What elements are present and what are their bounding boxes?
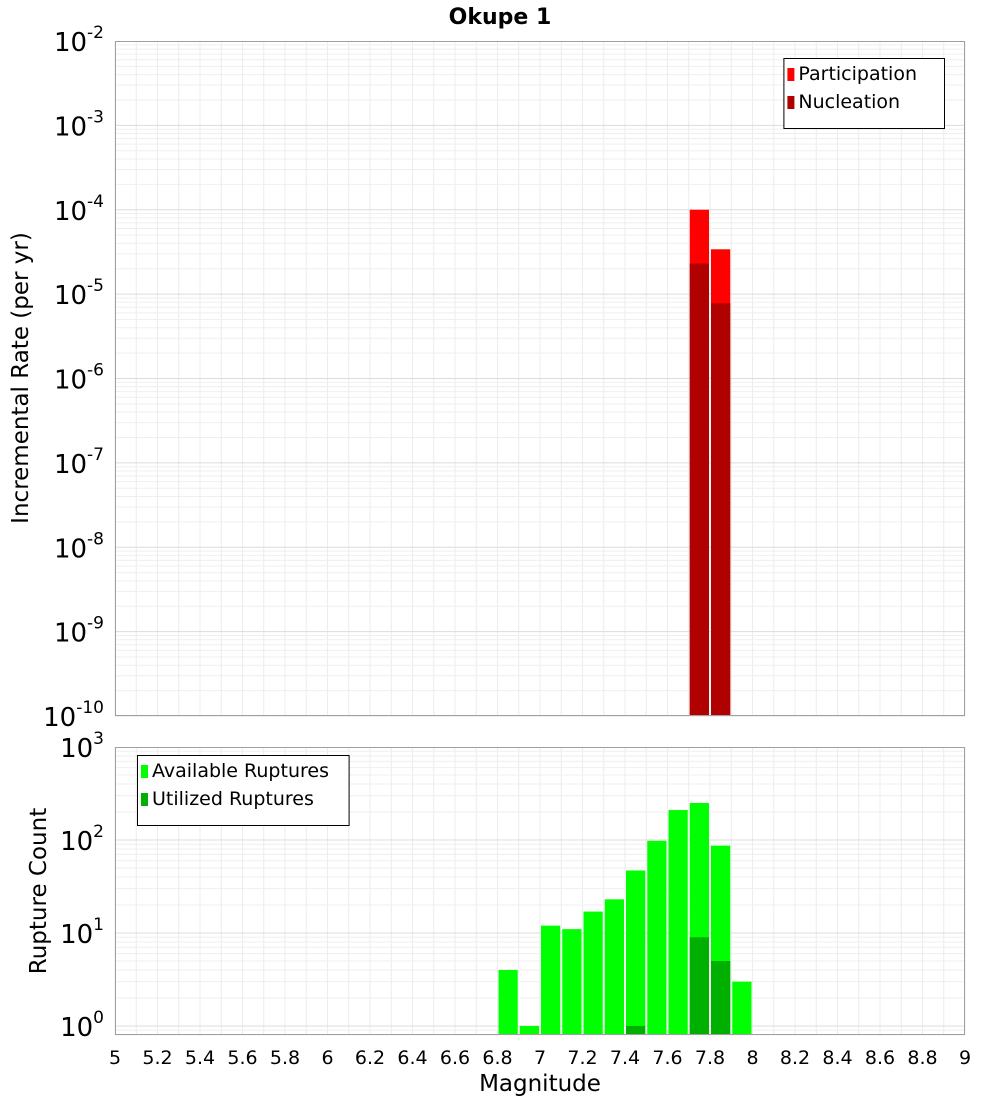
y-tick-label: 103	[60, 729, 104, 764]
x-tick-label: 7.8	[695, 1047, 725, 1069]
x-tick-label: 6.4	[397, 1047, 427, 1069]
x-tick-label: 6.2	[355, 1047, 385, 1069]
x-tick-label: 7.4	[610, 1047, 640, 1069]
x-tick-label: 9	[959, 1047, 971, 1069]
y-tick-label: 10-10	[43, 698, 104, 733]
x-tick-label: 7.6	[652, 1047, 682, 1069]
x-tick-label: 5.6	[227, 1047, 257, 1069]
legend-label: Utilized Ruptures	[152, 788, 314, 810]
y-tick-label: 10-7	[54, 445, 104, 480]
legend-label: Participation	[798, 63, 917, 85]
chart-title: Okupe 1	[449, 5, 552, 30]
bar-nucleation	[689, 263, 709, 716]
y-tick-label: 10-9	[54, 614, 104, 649]
x-tick-label: 8.2	[780, 1047, 810, 1069]
legend-label: Available Ruptures	[152, 760, 329, 782]
y-axis-title-bottom: Rupture Count	[26, 808, 52, 974]
bar-available-ruptures	[647, 840, 667, 1035]
bar-available-ruptures	[541, 925, 561, 1035]
bar-available-ruptures	[668, 810, 688, 1035]
y-tick-label: 101	[60, 915, 104, 950]
y-tick-label: 10-3	[54, 107, 104, 142]
y-axis-title-top: Incremental Rate (per yr)	[8, 232, 34, 524]
x-tick-label: 8.6	[865, 1047, 895, 1069]
x-tick-label: 8.4	[822, 1047, 852, 1069]
x-tick-label: 5	[109, 1047, 121, 1069]
bar-utilized-ruptures	[689, 937, 709, 1035]
bar-available-ruptures	[604, 899, 624, 1035]
legend-box	[783, 58, 946, 129]
legend-label: Nucleation	[798, 91, 900, 113]
x-tick-label: 8.8	[907, 1047, 937, 1069]
bar-available-ruptures	[498, 969, 518, 1035]
y-tick-label: 10-2	[54, 23, 104, 58]
legend-box	[137, 755, 350, 826]
y-tick-label: 10-8	[54, 529, 104, 564]
y-tick-label: 102	[60, 822, 104, 857]
legend-swatch	[787, 68, 795, 81]
x-tick-label: 5.2	[142, 1047, 172, 1069]
legend-swatch	[787, 96, 795, 109]
y-tick-label: 10-5	[54, 276, 104, 311]
x-tick-label: 5.8	[270, 1047, 300, 1069]
plot-frame-1	[115, 41, 965, 716]
bar-available-ruptures	[562, 929, 582, 1035]
y-tick-label: 10-4	[54, 192, 104, 227]
bar-available-ruptures	[519, 1025, 539, 1035]
x-tick-label: 6.6	[440, 1047, 470, 1069]
x-tick-label: 5.4	[185, 1047, 215, 1069]
legend-swatch	[141, 793, 148, 806]
x-tick-label: 8	[746, 1047, 758, 1069]
plot-frame-2	[115, 747, 965, 1035]
y-tick-label: 10-6	[54, 361, 104, 396]
bar-available-ruptures	[732, 981, 752, 1035]
x-tick-label: 6.8	[482, 1047, 512, 1069]
bar-nucleation	[711, 303, 731, 716]
x-tick-label: 7	[534, 1047, 546, 1069]
bar-available-ruptures	[583, 911, 603, 1035]
bar-utilized-ruptures	[626, 1025, 646, 1035]
x-axis-title: Magnitude	[479, 1071, 601, 1097]
x-tick-label: 7.2	[567, 1047, 597, 1069]
bar-available-ruptures	[626, 870, 646, 1035]
y-tick-label: 100	[60, 1008, 104, 1043]
bar-utilized-ruptures	[711, 960, 731, 1035]
x-tick-label: 6	[321, 1047, 333, 1069]
legend-swatch	[141, 765, 148, 778]
